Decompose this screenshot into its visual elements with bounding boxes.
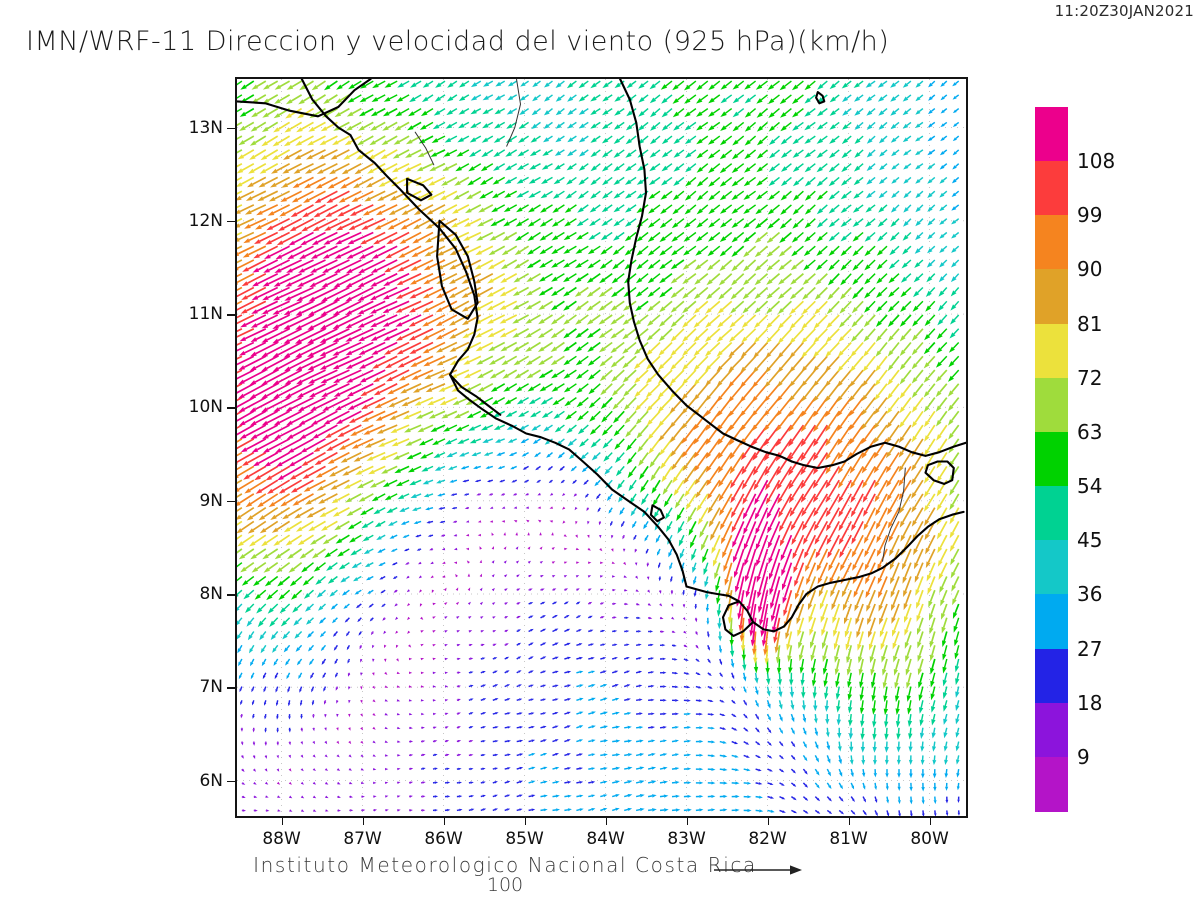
y-axis-label: 6N	[199, 770, 223, 791]
colorbar-band[interactable]	[1035, 107, 1068, 162]
colorbar-tick-label: 18	[1077, 690, 1103, 715]
wind-vector-field	[237, 80, 961, 816]
x-axis-tick	[524, 816, 527, 825]
institution-credit: Instituto Meteorologico Nacional Costa R…	[253, 853, 757, 877]
y-axis-label: 12N	[188, 210, 223, 231]
x-axis-tick	[443, 816, 446, 825]
coastline-overlay	[237, 79, 966, 637]
y-axis-label: 11N	[188, 304, 223, 325]
colorbar-tick-label: 108	[1077, 149, 1116, 174]
map-plot-area[interactable]	[235, 77, 968, 818]
x-axis-tick	[362, 816, 365, 825]
y-axis-tick	[227, 314, 236, 316]
colorbar-band[interactable]	[1035, 161, 1068, 216]
x-axis-tick	[686, 816, 689, 825]
x-axis-label: 84W	[586, 829, 625, 849]
x-axis-label: 86W	[424, 829, 463, 849]
colorbar-tick-label: 63	[1077, 419, 1103, 444]
x-axis-label: 88W	[262, 829, 301, 849]
colorbar-tick-label: 81	[1077, 311, 1103, 336]
y-axis-label: 9N	[199, 490, 223, 511]
x-axis-label: 83W	[667, 829, 706, 849]
colorbar-band[interactable]	[1035, 702, 1068, 758]
colorbar-band[interactable]	[1035, 269, 1068, 325]
y-axis-tick	[227, 780, 236, 783]
reference-vector-arrow	[714, 865, 802, 875]
y-axis-tick	[227, 687, 236, 689]
y-axis-tick	[227, 593, 236, 596]
y-axis-tick	[227, 407, 236, 409]
colorbar-tick-label: 36	[1077, 582, 1103, 607]
y-axis-label: 7N	[199, 677, 223, 698]
colorbar-band[interactable]	[1035, 648, 1068, 704]
x-axis-label: 85W	[505, 829, 544, 849]
colorbar-tick-label: 54	[1077, 474, 1103, 499]
y-axis-label: 13N	[188, 117, 223, 138]
x-axis-label: 81W	[829, 829, 868, 849]
colorbar-band[interactable]	[1035, 540, 1068, 595]
x-axis-label: 80W	[910, 829, 949, 849]
x-axis-tick	[848, 816, 851, 825]
x-axis-tick	[929, 816, 932, 825]
x-axis-tick	[281, 816, 284, 825]
colorbar-band[interactable]	[1035, 323, 1068, 379]
colorbar-tick-label: 27	[1077, 636, 1103, 661]
x-axis-tick	[605, 816, 608, 825]
colorbar-tick-label: 45	[1077, 528, 1103, 553]
figure-title: IMN/WRF-11 Direccion y velocidad del vie…	[26, 26, 890, 57]
valid-time-stamp: 11:20Z30JAN2021	[1054, 2, 1194, 20]
colorbar-band[interactable]	[1035, 377, 1068, 433]
colorbar-tick-label: 72	[1077, 365, 1103, 390]
x-axis-label: 87W	[343, 829, 382, 849]
colorbar[interactable]	[1035, 107, 1068, 812]
y-axis-tick	[227, 127, 236, 130]
x-axis-tick	[767, 816, 770, 825]
colorbar-tick-label: 9	[1077, 744, 1090, 769]
colorbar-band[interactable]	[1035, 215, 1068, 271]
y-axis-tick	[227, 500, 236, 503]
colorbar-band[interactable]	[1035, 486, 1068, 541]
colorbar-band[interactable]	[1035, 431, 1068, 487]
colorbar-tick-label: 99	[1077, 203, 1103, 228]
colorbar-band[interactable]	[1035, 756, 1068, 812]
y-axis-label: 8N	[199, 583, 223, 604]
colorbar-tick-label: 90	[1077, 257, 1103, 282]
x-axis-label: 82W	[748, 829, 787, 849]
y-axis-tick	[227, 220, 236, 223]
reference-vector-label: 100	[486, 874, 524, 896]
y-axis-label: 10N	[188, 397, 223, 418]
colorbar-band[interactable]	[1035, 594, 1068, 650]
